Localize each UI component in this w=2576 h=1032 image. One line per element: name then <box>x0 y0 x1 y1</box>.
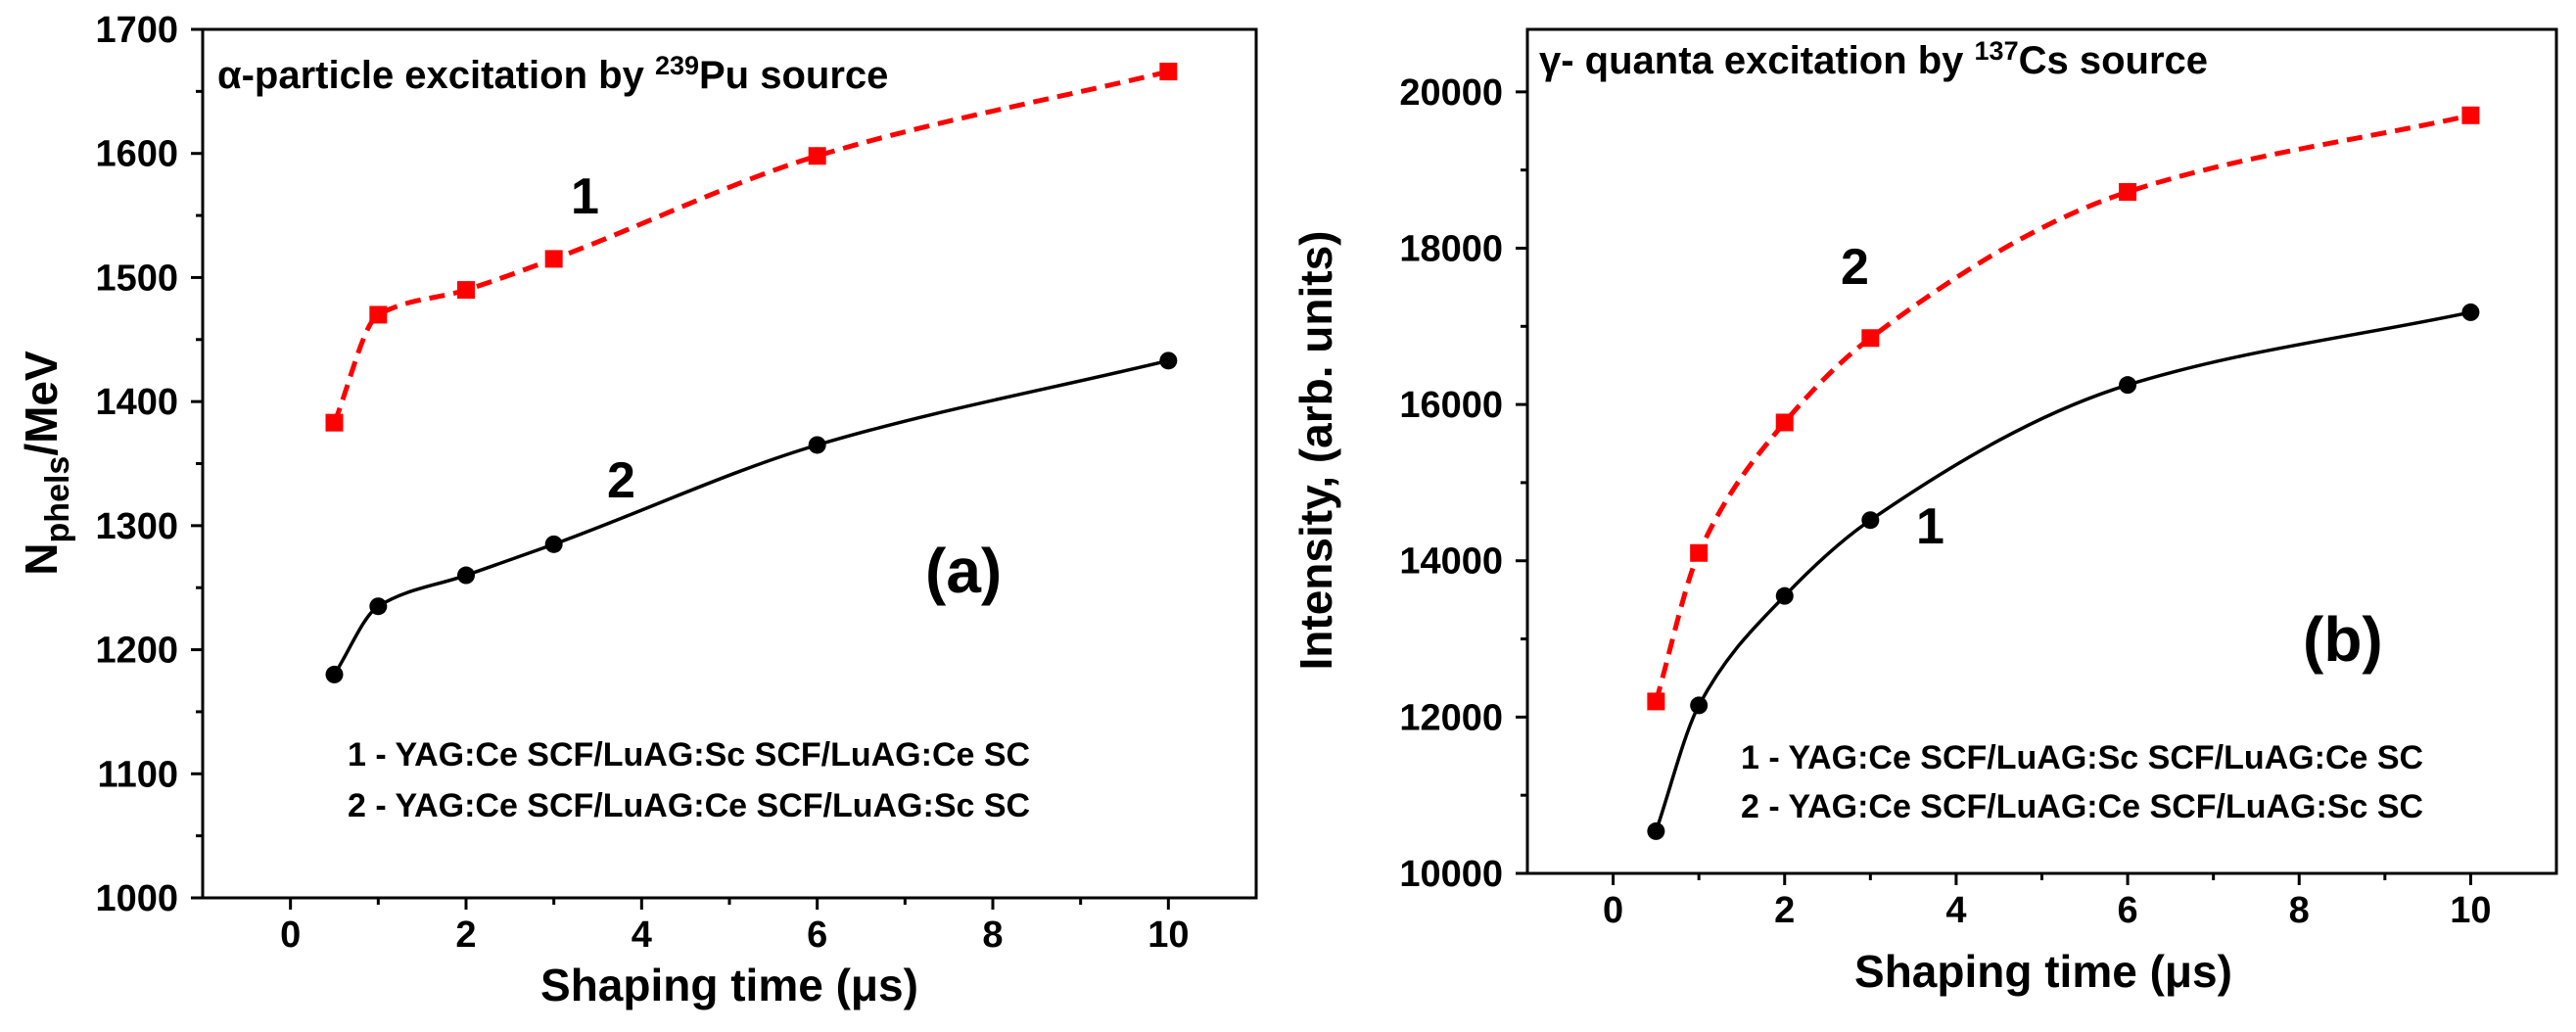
chart-b-xtick-label: 10 <box>2450 890 2491 931</box>
chart-a-ytick-label: 1400 <box>95 382 178 423</box>
chart-a-ytick-label: 1500 <box>95 258 178 299</box>
chart-a-curve-label-2: 2 <box>607 452 635 509</box>
chart-b-ytick-label: 14000 <box>1399 541 1503 583</box>
chart-a-series-1-point <box>325 665 344 683</box>
chart-a-y-axis: 1000 1100 1200 1300 1400 1500 1600 1700 <box>95 10 203 919</box>
chart-a-series-0-point <box>544 250 563 268</box>
chart-a-ytick-label: 1200 <box>95 631 178 672</box>
chart-a-annotation: α-particle excitation by 239Pu source <box>217 51 888 97</box>
chart-a-series-1-line <box>333 358 1169 676</box>
chart-a-series-1-point <box>808 436 826 454</box>
chart-b-series-1-point <box>1861 511 1880 530</box>
chart-a-legend-1: 1 - YAG:Ce SCF/LuAG:Sc SCF/LuAG:Ce SC <box>348 736 1030 774</box>
chart-b-series-0-point <box>1861 329 1880 348</box>
chart-b-ytick-label: 16000 <box>1399 385 1503 426</box>
chart-b-x-axis: 0 2 4 6 8 10 <box>1603 873 2492 931</box>
chart-b-series-0-point <box>1690 543 1709 562</box>
chart-a-xtick-label: 0 <box>280 915 301 956</box>
chart-a-series-0-point <box>1159 63 1178 81</box>
chart-b-series-1-point <box>1775 586 1794 605</box>
chart-b-series-0-point <box>2119 183 2137 202</box>
chart-b-ytick-label: 12000 <box>1399 697 1503 738</box>
chart-b-xtick-label: 4 <box>1945 890 1966 931</box>
chart-b-y-label: Intensity, (arb. units) <box>1290 231 1341 671</box>
chart-a-series-1-point <box>1159 352 1178 370</box>
chart-b-xtick-label: 8 <box>2289 890 2310 931</box>
chart-a-xtick-label: 6 <box>807 915 827 956</box>
chart-b-series-1-point <box>2461 303 2480 321</box>
chart-b-legend-2: 2 - YAG:Ce SCF/LuAG:Ce SCF/LuAG:Sc SC <box>1741 788 2423 825</box>
chart-b-ytick-label: 18000 <box>1399 228 1503 269</box>
chart-b-panel-label: (b) <box>2303 604 2383 675</box>
chart-a-series-0-point <box>325 413 344 432</box>
chart-b-ytick-label: 20000 <box>1399 72 1503 114</box>
chart-a-xtick-label: 10 <box>1147 915 1189 956</box>
chart-a-series <box>325 63 1178 683</box>
chart-a-series-1-point <box>544 535 563 553</box>
chart-b-curve-label-1: 1 <box>1916 498 1944 555</box>
chart-a-ytick-label: 1100 <box>98 754 178 795</box>
chart-a-legend-2: 2 - YAG:Ce SCF/LuAG:Ce SCF/LuAG:Sc SC <box>348 787 1030 824</box>
chart-b-legend-1: 1 - YAG:Ce SCF/LuAG:Sc SCF/LuAG:Ce SC <box>1741 739 2423 776</box>
chart-b-series-1-point <box>2119 376 2137 395</box>
chart-b-series-0-point <box>1647 692 1665 711</box>
chart-b-xtick-label: 0 <box>1603 890 1623 931</box>
chart-b-series-0-point <box>1775 413 1794 432</box>
chart-b-series-1-point <box>1690 696 1709 715</box>
chart-b-y-axis: 10000 12000 14000 16000 18000 20000 <box>1399 72 1527 895</box>
chart-b-series-0-point <box>2461 106 2480 124</box>
chart-a-series-0-point <box>457 281 475 300</box>
chart-a-x-label: Shaping time (μs) <box>540 960 918 1010</box>
chart-a-curve-label-1: 1 <box>571 168 599 225</box>
chart-b-series-1-point <box>1647 821 1665 840</box>
chart-a-series-0-line <box>332 69 1169 424</box>
chart-b-ytick-label: 10000 <box>1399 854 1503 895</box>
chart-b-xtick-label: 6 <box>2118 890 2138 931</box>
chart-a-ytick-label: 1600 <box>95 134 178 175</box>
chart-a-series-0-point <box>369 305 388 324</box>
chart-b-curve-label-2: 2 <box>1841 239 1869 296</box>
chart-a-xtick-label: 2 <box>455 915 476 956</box>
chart-a-series-0-point <box>808 147 826 165</box>
chart-b: 10000 12000 14000 16000 18000 20000 0 2 4 6 8 10 γ… <box>1290 27 2558 997</box>
chart-b-series <box>1647 106 2480 840</box>
chart-a-series-1-point <box>457 566 475 585</box>
chart-a-ytick-label: 1300 <box>95 506 178 547</box>
chart-a-series-1-point <box>369 597 388 616</box>
chart-b-annotation: γ- quanta excitation by 137Cs source <box>1539 36 2208 82</box>
chart-a-ytick-label: 1000 <box>95 878 178 919</box>
chart-a-xtick-label: 8 <box>982 915 1003 956</box>
chart-b-x-label: Shaping time (μs) <box>1854 946 2232 997</box>
chart-a-xtick-label: 4 <box>632 915 652 956</box>
chart-a-x-axis: 0 2 4 6 8 10 <box>280 898 1189 956</box>
chart-b-xtick-label: 2 <box>1774 890 1795 931</box>
chart-a-panel-label: (a) <box>925 536 1002 606</box>
chart-a-ytick-label: 1700 <box>95 10 178 51</box>
chart-a-y-label: Nphels/MeV <box>16 351 76 576</box>
